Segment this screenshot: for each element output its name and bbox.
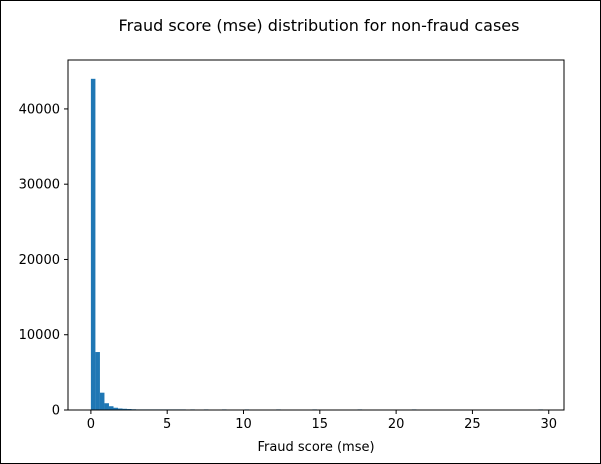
y-tick-label-3: 30000	[19, 178, 60, 193]
x-tick-label-1: 5	[163, 417, 171, 432]
x-axis-label: Fraud score (mse)	[257, 440, 374, 455]
x-tick-label-0: 0	[87, 417, 95, 432]
y-tick-label-1: 10000	[19, 328, 60, 343]
histogram-bar-1	[95, 352, 100, 410]
histogram-bar-2	[99, 392, 105, 410]
y-axis-ticks: 0 10000 20000 30000 40000	[19, 102, 68, 419]
histogram-bar-7	[122, 408, 128, 410]
histogram-bar-3	[104, 403, 109, 410]
x-tick-label-6: 30	[540, 417, 557, 432]
x-axis-ticks: 0 5 10 15 20 25 30	[87, 410, 557, 432]
y-tick-label-0: 0	[52, 404, 60, 419]
histogram-bar-4	[108, 406, 114, 410]
y-tick-label-2: 20000	[19, 253, 60, 268]
x-tick-label-2: 10	[235, 417, 252, 432]
y-tick-label-4: 40000	[19, 102, 60, 117]
chart-title: Fraud score (mse) distribution for non-f…	[119, 16, 520, 35]
x-tick-label-5: 25	[464, 417, 481, 432]
histogram-bar-5	[113, 407, 119, 410]
plot-area-border	[67, 59, 565, 411]
histogram-bar-0	[90, 78, 96, 411]
bars-group	[90, 78, 543, 411]
x-tick-label-4: 20	[388, 417, 405, 432]
x-tick-label-3: 15	[312, 417, 329, 432]
histogram-bar-6	[118, 408, 123, 410]
